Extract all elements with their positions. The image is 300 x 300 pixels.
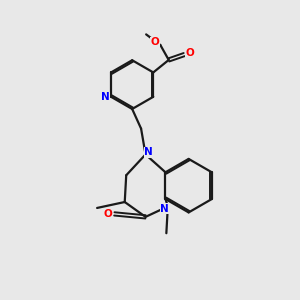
Text: N: N <box>160 204 169 214</box>
Text: O: O <box>185 48 194 58</box>
Text: O: O <box>151 37 159 47</box>
Text: N: N <box>101 92 110 102</box>
Text: O: O <box>103 209 112 219</box>
Text: N: N <box>144 147 153 157</box>
